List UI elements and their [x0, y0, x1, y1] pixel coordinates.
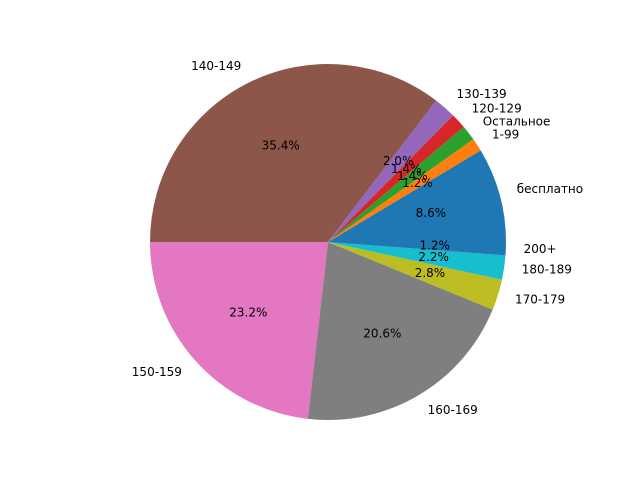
- slice-label: 180-189: [522, 263, 572, 277]
- slice-percent-label: 2.8%: [415, 266, 446, 280]
- slice-label: 150-159: [132, 365, 182, 379]
- pie-slice: [150, 242, 328, 419]
- pie-percent-labels: 8.6%1.2%1.4%1.4%2.0%35.4%23.2%20.6%2.8%2…: [229, 139, 450, 341]
- slice-label: 120-129: [472, 101, 522, 115]
- slice-percent-label: 1.2%: [402, 176, 433, 190]
- pie-slice: [307, 242, 493, 420]
- pie-slice: [328, 242, 506, 280]
- slice-percent-label: 1.4%: [391, 162, 422, 176]
- pie-slice: [328, 126, 474, 242]
- pie-slice: [328, 150, 506, 242]
- pie-slice: [150, 64, 437, 242]
- slice-label: 160-169: [428, 403, 478, 417]
- slice-label: бесплатно: [517, 182, 583, 196]
- pie-slice: [328, 242, 506, 256]
- slice-percent-label: 2.2%: [418, 250, 449, 264]
- slice-label: 170-179: [515, 293, 565, 307]
- slice-label: 140-149: [191, 59, 241, 73]
- slice-percent-label: 1.2%: [419, 239, 450, 253]
- slice-percent-label: 1.4%: [397, 169, 428, 183]
- slice-percent-label: 20.6%: [363, 326, 401, 340]
- pie-slice: [328, 100, 454, 242]
- slice-percent-label: 23.2%: [229, 306, 267, 320]
- slice-label: 1-99: [492, 128, 519, 142]
- slice-label: 130-139: [457, 87, 507, 101]
- slice-label: 200+: [524, 242, 557, 256]
- slice-label: Остальное: [483, 114, 551, 128]
- slice-percent-label: 2.0%: [383, 154, 414, 168]
- pie-slice: [328, 139, 481, 242]
- pie-slice: [328, 242, 502, 310]
- pie-slice: [328, 115, 464, 242]
- slice-percent-label: 8.6%: [416, 206, 447, 220]
- slice-percent-label: 35.4%: [262, 139, 300, 153]
- pie-wedges: [150, 64, 506, 420]
